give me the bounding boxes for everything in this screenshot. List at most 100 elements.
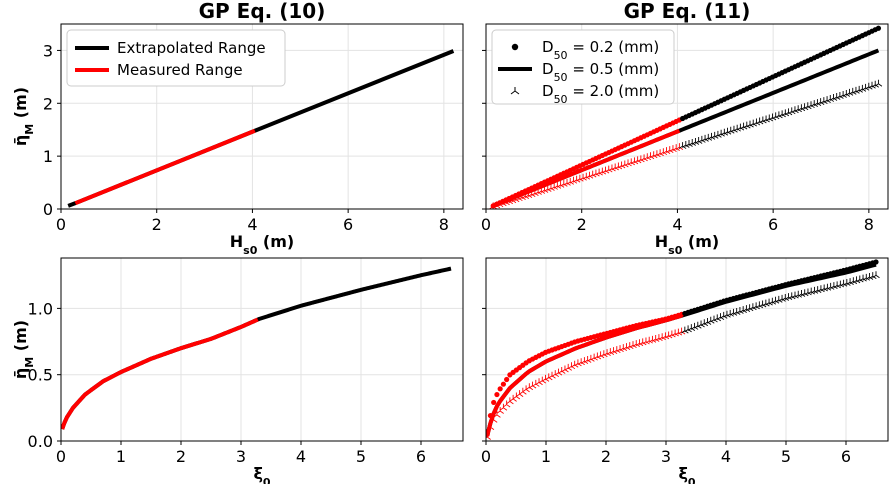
plot-area [489, 25, 883, 209]
data-point [846, 278, 854, 285]
x-tick-label: 0 [56, 215, 66, 234]
y-tick-label: 1 [43, 147, 53, 166]
series-line [74, 128, 256, 206]
x-tick-label: 2 [601, 447, 611, 466]
y-tick-label: 0 [43, 200, 53, 219]
data-point [836, 280, 845, 288]
axes-frame [60, 23, 464, 210]
x-tick-label: 1 [541, 447, 551, 466]
data-point [804, 288, 812, 296]
data-point [638, 338, 647, 346]
legend-box [66, 29, 286, 87]
plot-area [61, 266, 452, 430]
data-point [784, 293, 793, 301]
x-tick-label: 4 [247, 215, 257, 234]
x-tick-label: 2 [577, 215, 587, 234]
data-point [504, 376, 510, 383]
data-point [651, 334, 660, 342]
x-tick-label: 5 [356, 447, 366, 466]
x-tick-label: 8 [439, 215, 449, 234]
data-point [813, 286, 822, 293]
curve-measured [61, 317, 259, 430]
data-point [843, 278, 851, 286]
x-tick-label: 3 [236, 447, 246, 466]
data-point [512, 392, 521, 400]
legend: D50 = 0.2 (mm)D50 = 0.5 (mm)D50 = 2.0 (m… [491, 29, 675, 106]
x-tick-label: 2 [152, 215, 162, 234]
y-axis-label: η̄M (m) [11, 320, 36, 379]
data-point [515, 390, 524, 398]
chart-title: GP Eq. (10) [199, 0, 326, 23]
x-tick-label: 1 [116, 447, 126, 466]
x-tick-label: 6 [768, 215, 778, 234]
data-point [645, 336, 653, 344]
legend-swatch [510, 87, 520, 95]
y-tick-label: 2 [43, 94, 53, 113]
x-tick-label: 0 [56, 447, 66, 466]
data-point [830, 282, 838, 290]
data-point [519, 387, 527, 395]
data-point [826, 282, 835, 290]
legend-swatch [511, 43, 519, 51]
data-point [800, 289, 809, 297]
data-point [497, 386, 503, 392]
chart-title: GP Eq. (11) [624, 0, 751, 23]
data-point [874, 79, 883, 87]
axes-frame [60, 257, 464, 442]
x-axis-label: Hs0 (m) [655, 232, 719, 257]
data-point [859, 274, 867, 282]
data-point [781, 293, 790, 301]
x-tick-label: 4 [721, 447, 731, 466]
data-point [791, 291, 799, 299]
data-point [494, 391, 500, 398]
data-point [787, 292, 796, 300]
data-point [823, 283, 832, 291]
plot-area [486, 259, 880, 440]
y-tick-label: 0.0 [28, 432, 53, 451]
data-point [642, 337, 650, 345]
x-tick-label: 0 [481, 215, 491, 234]
x-axis-label: ξ0 [253, 464, 270, 484]
x-tick-label: 3 [661, 447, 671, 466]
axes-frame [485, 257, 889, 442]
plot-area [67, 49, 455, 208]
x-tick-label: 4 [296, 447, 306, 466]
x-tick-label: 0 [481, 447, 491, 466]
panel-1: 0 2 4 6 8 0 1 2 3 GP Eq. (10) Hs0 (m) η̄M (m) Extrap… [11, 0, 464, 257]
series-line-measured [486, 313, 683, 437]
data-point [817, 285, 825, 293]
x-tick-label: 6 [416, 447, 426, 466]
data-point [794, 290, 803, 298]
data-point [868, 272, 877, 279]
data-point [635, 339, 644, 347]
data-point [658, 333, 666, 341]
panel-2: 0 2 4 6 8GP Eq. (11)Hs0 (m)D50 = 0.2 (mm)D50… [481, 0, 889, 257]
data-point [655, 334, 663, 341]
legend-label: D50 = 0.2 (mm) [542, 38, 659, 62]
data-point [849, 277, 858, 285]
panel-3: 0 1 2 3 4 5 6 0.0 0.5 1.0 ξ0 η̄M (m) [11, 257, 464, 484]
data-point [797, 290, 806, 297]
data-point [486, 423, 495, 431]
data-point [820, 284, 828, 292]
data-point [506, 397, 514, 405]
legend-label: D50 = 2.0 (mm) [542, 82, 659, 106]
y-tick-label: 3 [43, 41, 53, 60]
data-point [852, 276, 861, 284]
data-point [648, 335, 657, 343]
data-point [865, 272, 874, 280]
x-axis-label: Hs0 (m) [230, 232, 294, 257]
data-point [632, 340, 641, 347]
data-point [489, 415, 498, 423]
legend: Extrapolated Range Measured Range [66, 29, 286, 87]
data-point [875, 25, 882, 31]
y-tick-label: 0.5 [28, 366, 53, 385]
legend-label: Measured Range [117, 61, 243, 79]
data-point [491, 399, 497, 406]
x-axis-label: ξ0 [678, 464, 695, 484]
data-point [500, 381, 506, 387]
data-point [522, 385, 530, 393]
x-tick-label: 4 [672, 215, 682, 234]
data-point [509, 394, 517, 402]
